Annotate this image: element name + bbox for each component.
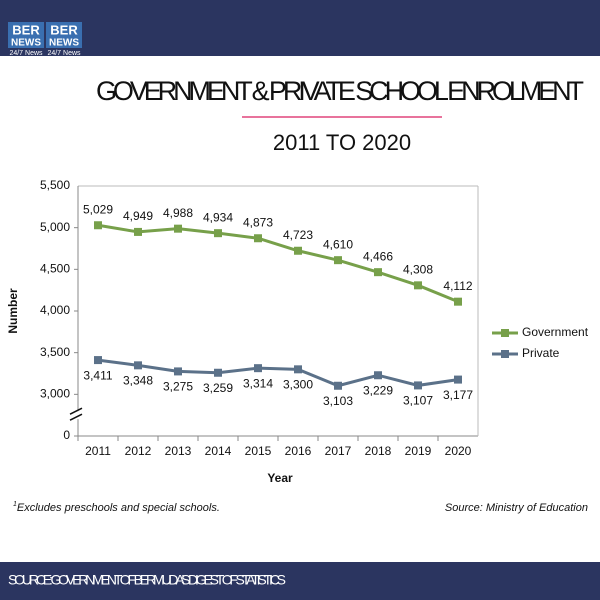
data-label: 4,466 bbox=[363, 249, 393, 263]
logo-text: BER bbox=[12, 22, 40, 37]
logo-text: BER bbox=[50, 22, 78, 37]
x-tick-label: 2016 bbox=[285, 444, 312, 458]
axis-break bbox=[69, 407, 83, 415]
data-label: 4,610 bbox=[323, 237, 353, 251]
footer-bar bbox=[0, 562, 600, 600]
marker bbox=[374, 268, 382, 277]
data-label: 3,314 bbox=[243, 376, 273, 390]
y-tick-label: 3,000 bbox=[40, 387, 70, 401]
y-tick-label: 0 bbox=[63, 428, 70, 442]
marker bbox=[94, 356, 102, 365]
y-tick-label: 4,000 bbox=[40, 303, 70, 317]
source: Source: Ministry of Education bbox=[445, 502, 588, 514]
marker bbox=[134, 361, 142, 370]
data-label: 4,949 bbox=[123, 209, 153, 223]
data-label: 3,300 bbox=[283, 378, 313, 392]
legend-marker bbox=[501, 329, 509, 337]
x-tick-label: 2017 bbox=[325, 444, 352, 458]
axis-break-gap bbox=[70, 411, 86, 420]
chart-title: GOVERNMENT & PRIVATE SCHOOL ENROLMENT bbox=[96, 76, 584, 106]
marker bbox=[414, 381, 422, 390]
legend-marker bbox=[501, 350, 509, 358]
marker bbox=[454, 375, 462, 384]
data-label: 3,177 bbox=[443, 388, 473, 402]
legend-label: Private bbox=[522, 346, 560, 360]
marker bbox=[294, 246, 302, 255]
logo-box bbox=[8, 22, 44, 48]
data-label: 3,229 bbox=[363, 383, 393, 397]
data-label: 4,988 bbox=[163, 206, 193, 220]
x-tick-label: 2012 bbox=[125, 444, 152, 458]
data-label: 4,308 bbox=[403, 263, 433, 277]
legend-label: Government bbox=[522, 325, 589, 339]
x-tick-label: 2018 bbox=[365, 444, 392, 458]
marker bbox=[414, 281, 422, 290]
logo-text: NEWS bbox=[49, 38, 79, 49]
data-label: 3,103 bbox=[323, 394, 353, 408]
logo-text: 24/7 News bbox=[47, 50, 81, 57]
y-tick-label: 5,500 bbox=[40, 178, 70, 192]
series-line bbox=[97, 223, 459, 304]
x-tick-label: 2011 bbox=[85, 444, 111, 458]
chart-subtitle: 2011 TO 2020 bbox=[273, 130, 411, 155]
marker bbox=[254, 364, 262, 373]
data-label: 4,934 bbox=[203, 210, 233, 224]
footnote: 1Excludes preschools and special schools… bbox=[13, 501, 220, 514]
x-tick-label: 2013 bbox=[165, 444, 192, 458]
marker bbox=[214, 229, 222, 238]
logo-text: NEWS bbox=[11, 38, 41, 49]
marker bbox=[334, 381, 342, 390]
marker bbox=[214, 368, 222, 377]
data-label: 4,723 bbox=[283, 228, 313, 242]
marker bbox=[134, 227, 142, 236]
header-bar bbox=[0, 0, 600, 56]
marker bbox=[374, 371, 382, 380]
footnote-marker: 1 bbox=[13, 501, 17, 508]
y-tick-label: 5,000 bbox=[40, 220, 70, 234]
data-label: 4,112 bbox=[443, 279, 472, 293]
footnote-text: Excludes preschools and special schools. bbox=[17, 502, 220, 514]
logo: BER BER NEWS NEWS 24/7 News 24/7 News bbox=[8, 22, 82, 57]
marker bbox=[254, 234, 262, 243]
x-tick-label: 2014 bbox=[205, 444, 232, 458]
x-tick-label: 2020 bbox=[445, 444, 472, 458]
marker bbox=[454, 297, 462, 306]
data-label: 5,029 bbox=[83, 202, 113, 216]
x-axis-label: Year bbox=[267, 471, 293, 485]
series-line bbox=[97, 358, 459, 388]
logo-box bbox=[46, 22, 82, 48]
marker bbox=[334, 256, 342, 265]
data-label: 3,348 bbox=[123, 374, 153, 388]
footer-text: SOURCE: GOVERNMENT OF BERMUDA'S DIGEST O… bbox=[8, 572, 286, 588]
y-axis-label: Number bbox=[6, 288, 20, 334]
marker bbox=[94, 221, 102, 230]
marker bbox=[174, 367, 182, 376]
x-tick-label: 2015 bbox=[245, 444, 272, 458]
logo-text: 24/7 News bbox=[9, 50, 43, 57]
data-label: 3,411 bbox=[83, 368, 112, 382]
axis-break bbox=[69, 413, 83, 421]
marker bbox=[294, 365, 302, 374]
y-tick-label: 3,500 bbox=[40, 345, 70, 359]
data-label: 3,259 bbox=[203, 381, 233, 395]
y-tick-label: 4,500 bbox=[40, 262, 70, 276]
data-label: 3,275 bbox=[163, 380, 193, 394]
plot-area: 0 3,000 3,500 4,000 4,500 5,000 5,500 2011 2012 2… bbox=[40, 178, 589, 458]
data-label: 4,873 bbox=[243, 215, 273, 229]
data-label: 3,107 bbox=[403, 394, 433, 408]
marker bbox=[174, 224, 182, 233]
x-tick-label: 2019 bbox=[405, 444, 432, 458]
